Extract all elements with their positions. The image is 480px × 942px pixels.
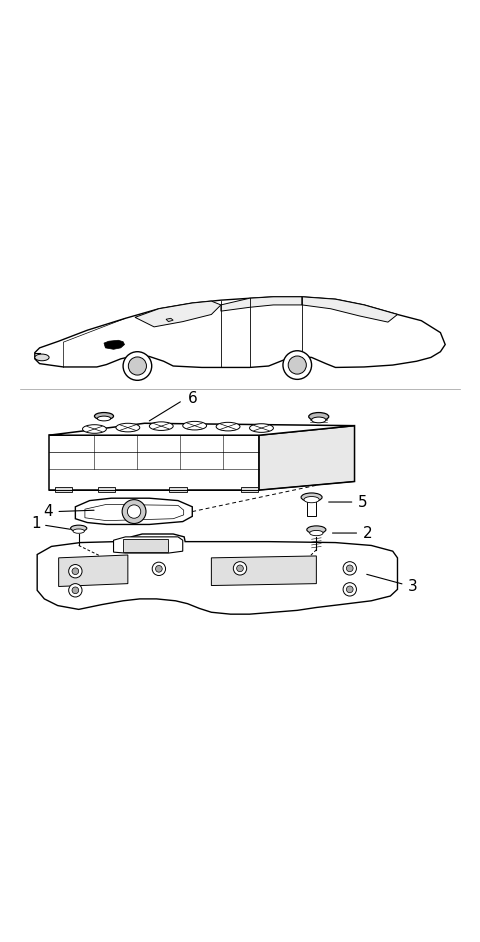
Ellipse shape: [216, 422, 240, 430]
Bar: [241, 487, 258, 493]
Ellipse shape: [310, 530, 323, 536]
Bar: [55, 487, 72, 493]
Circle shape: [152, 562, 166, 576]
Circle shape: [127, 505, 141, 518]
Circle shape: [69, 564, 82, 577]
Polygon shape: [221, 297, 302, 311]
Text: 2: 2: [362, 526, 372, 541]
Ellipse shape: [83, 425, 107, 433]
Bar: [169, 487, 187, 493]
Polygon shape: [104, 340, 124, 349]
Text: 6: 6: [187, 391, 197, 406]
Polygon shape: [114, 537, 183, 553]
Polygon shape: [211, 556, 316, 586]
Ellipse shape: [149, 422, 173, 430]
Ellipse shape: [312, 417, 326, 423]
Ellipse shape: [307, 526, 326, 533]
Bar: [98, 487, 115, 493]
Circle shape: [123, 351, 152, 381]
Ellipse shape: [97, 416, 111, 421]
Polygon shape: [59, 555, 128, 587]
Polygon shape: [259, 426, 355, 490]
Ellipse shape: [35, 354, 49, 361]
Polygon shape: [49, 423, 355, 435]
Circle shape: [72, 568, 79, 575]
Circle shape: [233, 561, 247, 575]
Circle shape: [283, 350, 312, 380]
Ellipse shape: [250, 424, 274, 432]
Text: 5: 5: [358, 495, 368, 510]
Ellipse shape: [116, 423, 140, 431]
Polygon shape: [37, 534, 397, 614]
Polygon shape: [35, 297, 445, 367]
Text: 1: 1: [31, 516, 41, 531]
Circle shape: [288, 356, 306, 374]
Ellipse shape: [71, 525, 87, 531]
Ellipse shape: [183, 421, 206, 430]
Polygon shape: [302, 297, 397, 322]
Text: 3: 3: [408, 579, 418, 594]
Circle shape: [72, 587, 79, 593]
Circle shape: [347, 586, 353, 593]
Circle shape: [69, 584, 82, 597]
Text: 4: 4: [43, 504, 53, 519]
Circle shape: [128, 357, 146, 375]
Ellipse shape: [95, 413, 114, 420]
Circle shape: [343, 561, 357, 575]
Polygon shape: [49, 435, 259, 490]
Polygon shape: [135, 301, 221, 327]
Bar: [307, 498, 316, 516]
Ellipse shape: [304, 496, 319, 503]
Circle shape: [237, 565, 243, 572]
Bar: [123, 539, 168, 552]
Circle shape: [343, 583, 357, 596]
Polygon shape: [75, 498, 192, 525]
Ellipse shape: [301, 493, 322, 501]
Ellipse shape: [73, 529, 84, 533]
Ellipse shape: [309, 413, 329, 421]
Circle shape: [122, 499, 146, 524]
Polygon shape: [166, 318, 173, 321]
Circle shape: [156, 565, 162, 572]
Circle shape: [347, 565, 353, 572]
